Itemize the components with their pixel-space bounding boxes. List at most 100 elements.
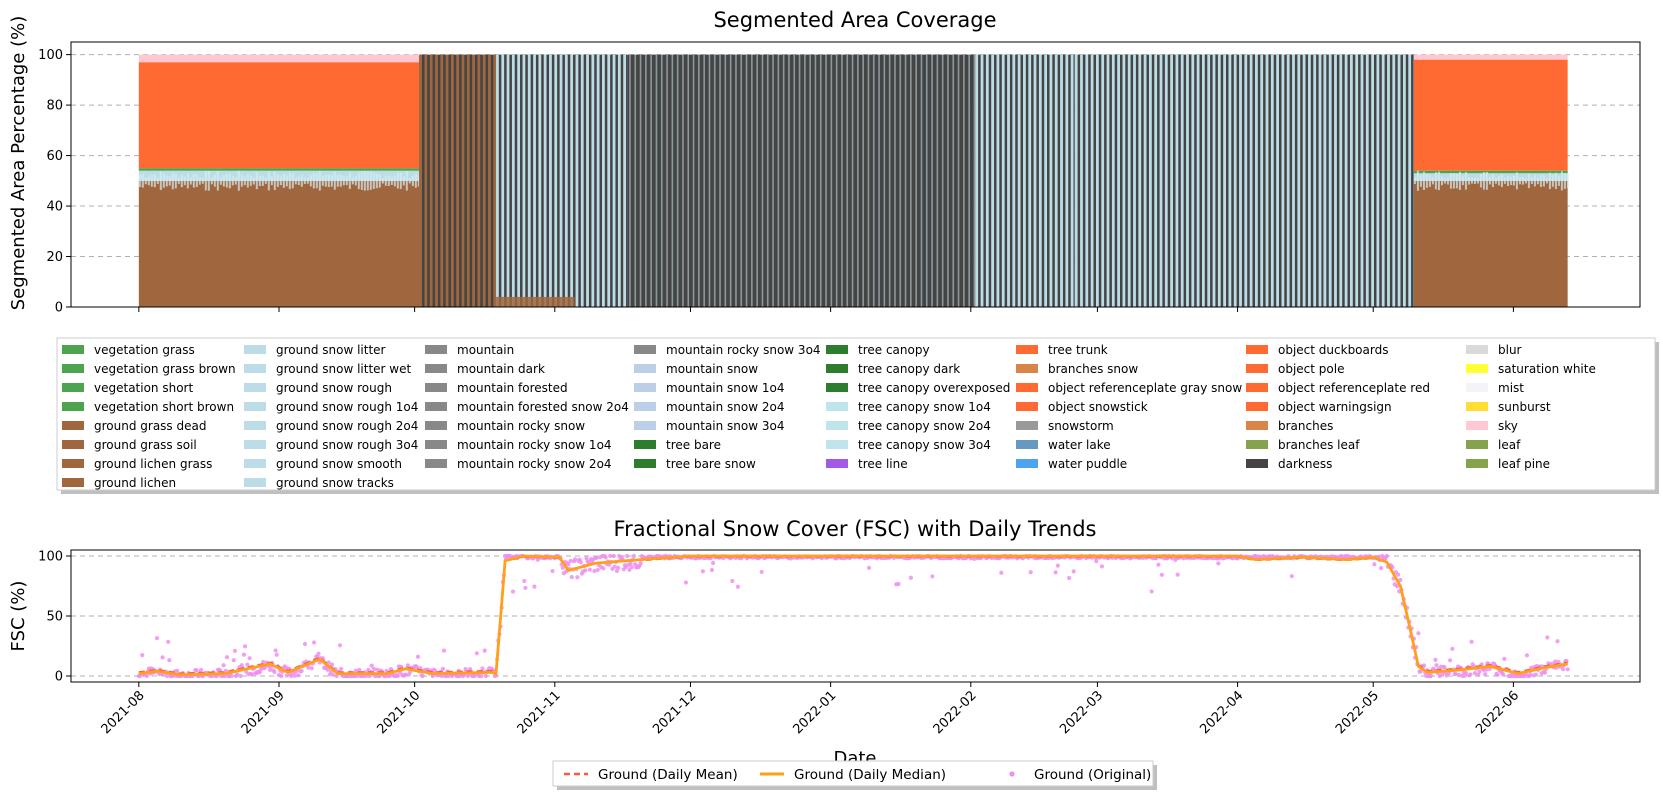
fsc-point (160, 655, 165, 660)
series-ground-daily-median (138, 554, 1568, 677)
area-stripe (830, 54, 833, 307)
area-stripe (761, 54, 764, 307)
chart1-ytick-label: 100 (38, 48, 63, 63)
legend-entry: sky (1466, 419, 1518, 433)
area-stripe (477, 54, 481, 307)
area-texture (1413, 177, 1416, 185)
legend-label: vegetation short brown (94, 400, 234, 414)
legend-swatch (425, 421, 447, 430)
area-stripe (804, 54, 806, 307)
area-stripe (527, 54, 531, 307)
legend2-entry: Ground (Daily Mean) (564, 767, 738, 783)
fsc-point (700, 569, 705, 574)
area-texture (369, 171, 372, 190)
fsc-point (628, 561, 633, 566)
area-band-ground-grass (1413, 180, 1568, 307)
area-stripe (872, 54, 875, 307)
area-stripe (1349, 54, 1353, 307)
fsc-point (908, 575, 913, 580)
area-texture (1533, 175, 1536, 187)
area-texture (1557, 175, 1560, 186)
fsc-point (440, 666, 446, 671)
area-texture (1503, 177, 1506, 184)
area-stripe (666, 54, 668, 307)
fsc-point (331, 672, 336, 677)
area-stripe (1085, 54, 1089, 307)
fsc-point (1416, 631, 1421, 636)
fsc-point (1159, 572, 1164, 577)
fsc-point (1175, 572, 1180, 577)
legend-swatch (634, 421, 656, 430)
chart2-ylabel: FSC (%) (8, 581, 29, 652)
legend-swatch (826, 364, 848, 373)
fsc-point (415, 654, 421, 659)
area-stripe (1360, 54, 1364, 307)
area-stripe (1164, 54, 1168, 307)
legend-swatch (1016, 364, 1038, 373)
area-texture (318, 171, 321, 191)
legend-swatch (62, 383, 84, 392)
area-stripe (814, 54, 817, 307)
area-stripe (1127, 54, 1131, 307)
fsc-point (629, 565, 634, 570)
area-stripe (435, 54, 438, 307)
area-texture (249, 175, 252, 186)
area-texture (309, 175, 312, 187)
legend-label: mountain rocky snow 1o4 (457, 438, 612, 452)
legend-swatch (826, 402, 848, 411)
legend-entry: water lake (1016, 438, 1111, 452)
legend-swatch (826, 421, 848, 430)
area-texture (285, 175, 288, 187)
area-texture (327, 174, 330, 188)
legend-entry: tree canopy snow 3o4 (826, 438, 991, 452)
area-texture (315, 173, 318, 189)
legend-entry: saturation white (1466, 362, 1596, 376)
legend-swatch (244, 440, 266, 449)
fsc-point (375, 667, 380, 672)
legend-label: object pole (1278, 362, 1344, 376)
area-band-snow (1413, 173, 1568, 181)
area-regime-summer-autumn (138, 54, 420, 307)
area-texture (1515, 172, 1518, 190)
chart2-ytick-label: 100 (38, 550, 63, 565)
fsc-point (403, 672, 408, 677)
legend-entry: sunburst (1466, 400, 1551, 414)
area-stripe (559, 54, 563, 307)
legend-swatch (1246, 402, 1268, 411)
area-stripe (1344, 54, 1348, 307)
area-stripe (920, 54, 923, 307)
area-stripe (751, 54, 753, 307)
chart1-y-ticks: 0 20 40 60 80 100 (38, 48, 71, 316)
area-texture (189, 177, 192, 185)
area-stripe (980, 54, 984, 307)
fsc-point (395, 673, 400, 679)
legend-label: object snowstick (1048, 400, 1148, 414)
area-texture (1440, 176, 1443, 186)
fsc-point (1440, 672, 1445, 677)
fsc-point (1533, 672, 1539, 677)
area-stripe (511, 54, 515, 307)
area-stripe (1313, 54, 1317, 307)
area-texture (1455, 173, 1458, 189)
area-stripe (1402, 54, 1406, 307)
area-texture (243, 176, 246, 186)
area-texture (174, 173, 177, 189)
fsc-point (232, 648, 238, 653)
area-texture (1476, 178, 1479, 184)
fsc-point (238, 673, 243, 679)
legend-label: vegetation short (94, 381, 193, 395)
fsc-point (311, 640, 317, 645)
area-stripe (1260, 54, 1264, 307)
area-texture (1467, 177, 1470, 185)
legend-label: vegetation grass (94, 343, 195, 357)
area-texture (165, 175, 168, 187)
fsc-point (267, 667, 273, 673)
fsc-point (1398, 577, 1403, 583)
area-stripe (1101, 54, 1105, 307)
area-texture (1530, 177, 1533, 184)
area-stripe (809, 54, 811, 307)
legend-label: ground snow tracks (276, 476, 394, 490)
area-texture (1446, 177, 1449, 185)
area-stripe (878, 54, 880, 307)
area-band-tree-trunk (1413, 59, 1568, 171)
